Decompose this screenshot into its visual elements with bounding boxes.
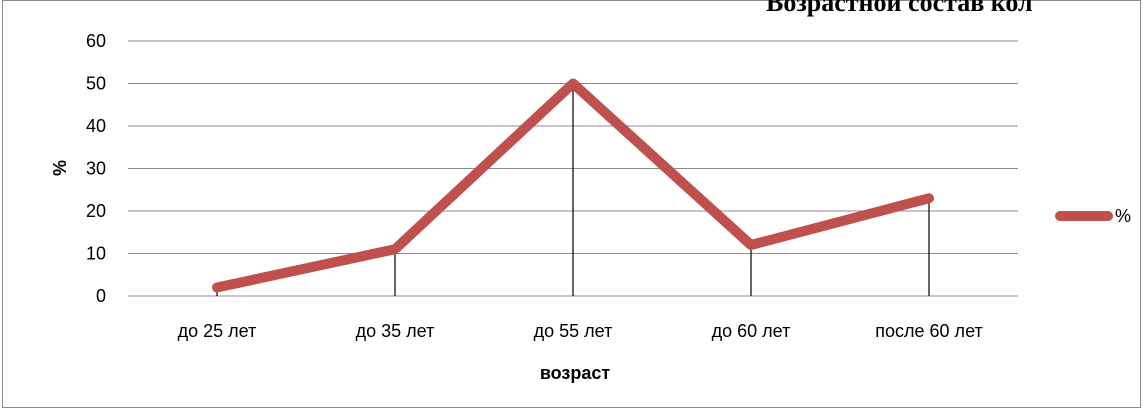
x-axis-title: возраст (540, 363, 611, 383)
y-tick-label: 0 (96, 286, 106, 306)
y-tick-label: 30 (86, 159, 106, 179)
y-tick-label: 50 (86, 74, 106, 94)
y-tick-label: 60 (86, 31, 106, 51)
y-tick-label: 40 (86, 116, 106, 136)
y-axis-title: % (50, 160, 70, 176)
data-point (571, 81, 575, 86)
data-point (749, 243, 753, 247)
data-point (393, 247, 397, 252)
x-tick-label: до 55 лет (534, 321, 613, 341)
legend-label: % (1115, 206, 1131, 226)
x-axis-ticks: до 25 лет до 35 лет до 55 лет до 60 лет посл… (178, 321, 983, 341)
data-point (215, 285, 219, 290)
y-tick-label: 20 (86, 201, 106, 221)
chart-title: Возрастной состав кол (766, 0, 1033, 17)
x-tick-label: после 60 лет (875, 321, 982, 341)
legend: % (1055, 206, 1131, 226)
x-tick-label: до 35 лет (356, 321, 435, 341)
data-point (927, 196, 931, 201)
y-tick-label: 10 (86, 244, 106, 264)
x-tick-label: до 25 лет (178, 321, 257, 341)
x-tick-label: до 60 лет (712, 321, 791, 341)
series-layer (212, 78, 934, 293)
y-axis-ticks: 0 10 20 30 40 50 60 (86, 31, 106, 306)
